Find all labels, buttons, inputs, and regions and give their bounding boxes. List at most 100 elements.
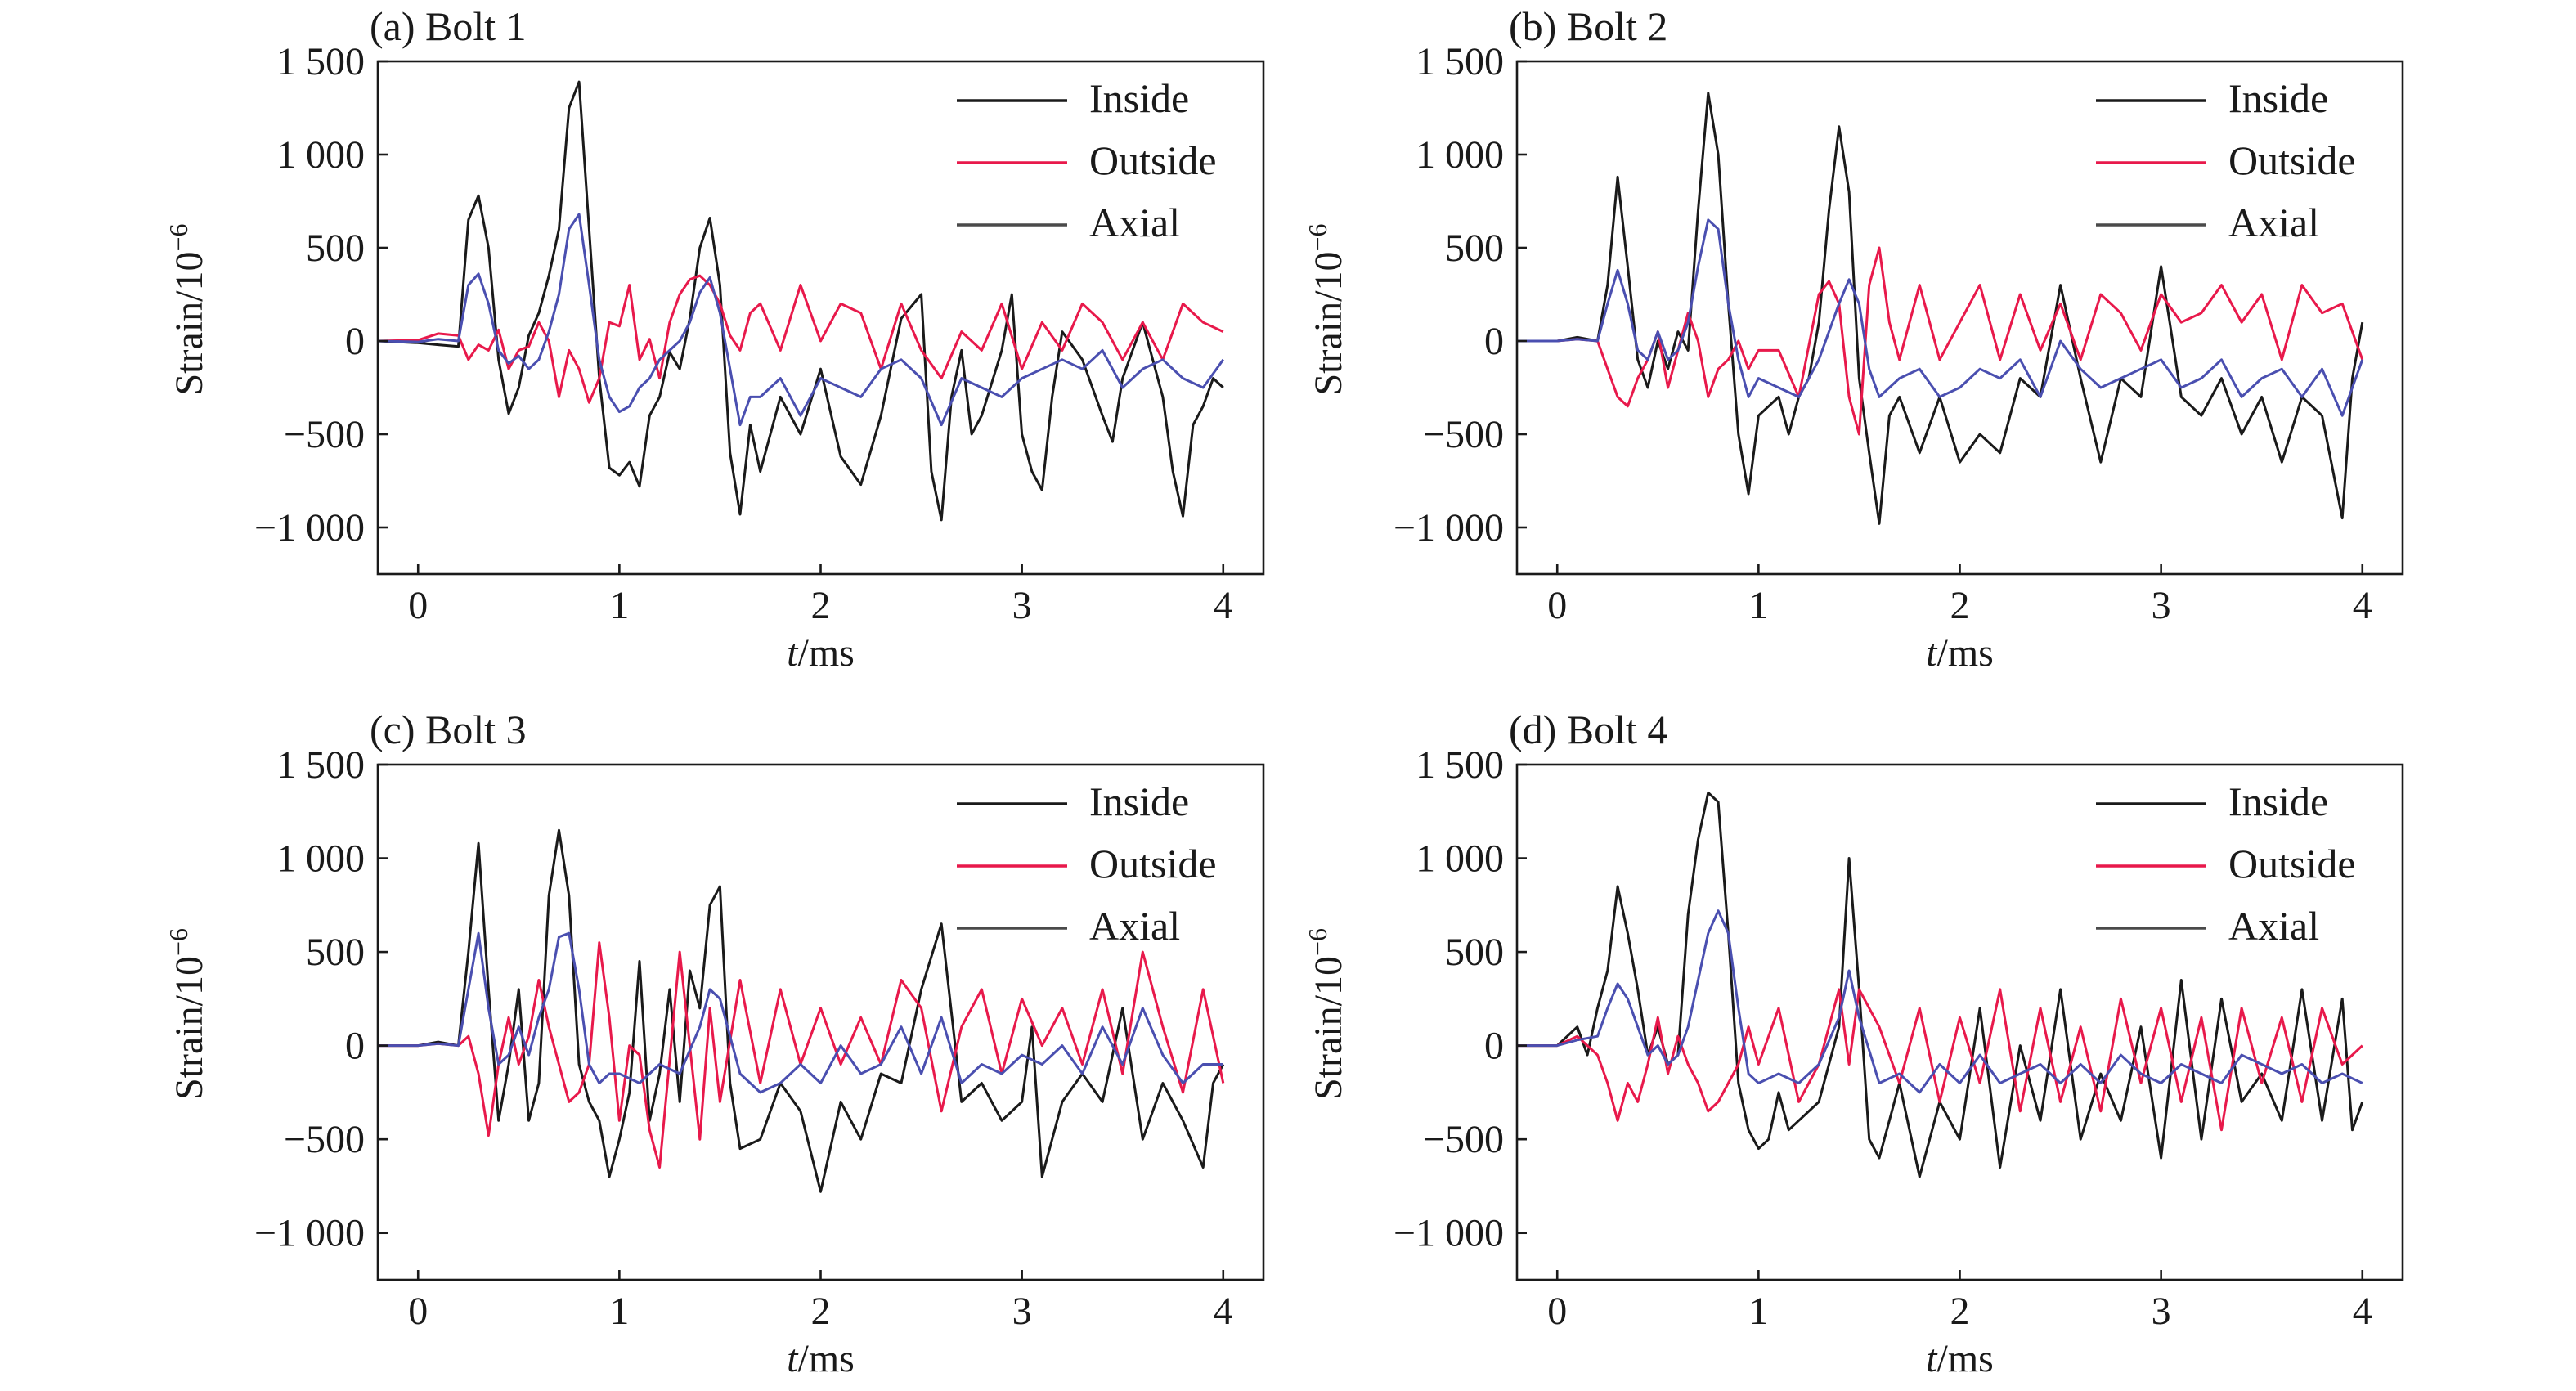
y-tick-label: 1 000 bbox=[276, 837, 365, 881]
y-tick-label: 0 bbox=[1484, 1025, 1504, 1068]
panel-title: (d) Bolt 4 bbox=[1509, 707, 1667, 752]
y-tick-label: 500 bbox=[1445, 931, 1504, 974]
series-line-inside bbox=[377, 80, 1224, 522]
x-tick-label: 1 bbox=[609, 584, 629, 627]
y-tick-label: −500 bbox=[1423, 413, 1504, 456]
panel-title: (a) Bolt 1 bbox=[370, 3, 527, 49]
y-tick-label: 500 bbox=[306, 931, 365, 974]
x-tick-label: 2 bbox=[811, 1290, 831, 1333]
x-tick-label: 2 bbox=[811, 584, 831, 627]
panel-title: (b) Bolt 2 bbox=[1509, 3, 1667, 49]
legend-label: Inside bbox=[2228, 75, 2328, 121]
x-axis-label: t/ms bbox=[787, 1337, 855, 1380]
x-axis-label-italic: t bbox=[787, 1337, 799, 1380]
y-tick-label: 0 bbox=[1484, 320, 1504, 363]
y-axis-label-exponent: −6 bbox=[1303, 928, 1332, 956]
y-tick-label: 1 000 bbox=[1416, 837, 1504, 881]
x-axis-label-unit: /ms bbox=[797, 1337, 854, 1380]
legend-label: Axial bbox=[1089, 200, 1180, 245]
y-tick-label: −1 000 bbox=[254, 1212, 365, 1255]
y-tick-label: 1 500 bbox=[276, 743, 365, 787]
x-tick-label: 0 bbox=[1547, 1290, 1567, 1333]
y-tick-label: −500 bbox=[284, 413, 365, 456]
legend-label: Inside bbox=[1089, 75, 1189, 121]
x-axis-label: t/ms bbox=[787, 631, 855, 675]
x-tick-label: 0 bbox=[1547, 584, 1567, 627]
x-tick-label: 4 bbox=[2353, 584, 2372, 627]
series-line-inside bbox=[378, 828, 1225, 1193]
x-tick-label: 1 bbox=[1748, 1290, 1768, 1333]
x-axis-label-italic: t bbox=[787, 631, 799, 675]
x-axis-label: t/ms bbox=[1926, 631, 1994, 675]
x-axis-label-unit: /ms bbox=[1936, 631, 1993, 675]
y-axis-label: Strain/10−6 bbox=[1303, 928, 1350, 1100]
y-tick-label: 1 000 bbox=[1416, 133, 1504, 177]
y-axis-label: Strain/10−6 bbox=[1303, 223, 1350, 395]
y-tick-label: 500 bbox=[1445, 227, 1504, 270]
y-tick-label: −1 000 bbox=[254, 506, 365, 550]
series-line-outside bbox=[377, 274, 1224, 404]
y-tick-label: −500 bbox=[284, 1118, 365, 1161]
legend-label: Outside bbox=[1089, 137, 1217, 183]
x-tick-label: 2 bbox=[1950, 584, 1970, 627]
series-line-outside bbox=[1517, 988, 2363, 1132]
series-line-outside bbox=[1517, 246, 2364, 436]
y-tick-label: −1 000 bbox=[1393, 1212, 1504, 1255]
x-tick-label: 4 bbox=[1214, 1290, 1233, 1333]
chart-panel: (d) Bolt 4 0 1 2 3 4 1 500 1 000 500 0 −500 −1 000 t… bbox=[1303, 707, 2404, 1380]
y-axis-label: Strain/10−6 bbox=[164, 928, 211, 1100]
series-line-axial bbox=[1517, 218, 2364, 417]
x-tick-label: 2 bbox=[1950, 1290, 1970, 1333]
y-axis-label-text: Strain/10 bbox=[168, 956, 211, 1100]
legend-label: Axial bbox=[2228, 903, 2319, 949]
x-tick-label: 3 bbox=[1012, 1290, 1032, 1333]
x-axis-label-unit: /ms bbox=[1936, 1337, 1993, 1380]
legend-label: Outside bbox=[2228, 841, 2356, 886]
y-tick-label: 0 bbox=[345, 1025, 365, 1068]
y-axis-label-exponent: −6 bbox=[1303, 223, 1332, 251]
y-tick-label: 500 bbox=[306, 227, 365, 270]
x-tick-label: 1 bbox=[609, 1290, 629, 1333]
y-tick-label: 1 500 bbox=[1416, 40, 1504, 83]
series-line-inside bbox=[1517, 791, 2364, 1178]
y-axis-label-exponent: −6 bbox=[164, 928, 193, 956]
chart-panel: (a) Bolt 1 0 1 2 3 4 1 500 1 000 500 0 −500 −1 000 t… bbox=[164, 3, 1265, 675]
x-axis-label-italic: t bbox=[1926, 631, 1938, 675]
x-tick-label: 4 bbox=[1214, 584, 1233, 627]
y-tick-label: 1 500 bbox=[1416, 743, 1504, 787]
series-line-outside bbox=[378, 941, 1225, 1169]
x-tick-label: 4 bbox=[2353, 1290, 2372, 1333]
legend-label: Inside bbox=[1089, 779, 1189, 824]
legend-label: Axial bbox=[2228, 200, 2319, 245]
legend-label: Outside bbox=[2228, 137, 2356, 183]
x-tick-label: 0 bbox=[408, 1290, 428, 1333]
y-tick-label: 1 500 bbox=[276, 40, 365, 83]
x-tick-label: 1 bbox=[1748, 584, 1768, 627]
y-axis-label: Strain/10−6 bbox=[164, 223, 211, 395]
x-tick-label: 0 bbox=[408, 584, 428, 627]
series-line-axial bbox=[377, 213, 1225, 427]
x-tick-label: 3 bbox=[1012, 584, 1032, 627]
y-tick-label: 1 000 bbox=[276, 133, 365, 177]
x-tick-label: 3 bbox=[2152, 584, 2171, 627]
panel-title: (c) Bolt 3 bbox=[370, 707, 527, 752]
chart-panel: (b) Bolt 2 0 1 2 3 4 1 500 1 000 500 0 −500 −1 000 t… bbox=[1303, 3, 2404, 675]
y-tick-label: 0 bbox=[345, 320, 365, 363]
x-tick-label: 3 bbox=[2152, 1290, 2171, 1333]
y-tick-label: −1 000 bbox=[1393, 506, 1504, 550]
series-line-axial bbox=[1517, 909, 2363, 1094]
x-axis-label-italic: t bbox=[1926, 1337, 1938, 1380]
x-axis-label-unit: /ms bbox=[797, 631, 854, 675]
y-axis-label-text: Strain/10 bbox=[1307, 956, 1350, 1100]
chart-panel: (c) Bolt 3 0 1 2 3 4 1 500 1 000 500 0 −500 −1 000 t… bbox=[164, 707, 1265, 1380]
series-line-axial bbox=[378, 931, 1223, 1094]
y-axis-label-exponent: −6 bbox=[164, 223, 193, 251]
legend-label: Inside bbox=[2228, 779, 2328, 824]
y-axis-label-text: Strain/10 bbox=[1307, 252, 1350, 396]
y-axis-label-text: Strain/10 bbox=[168, 252, 211, 396]
y-tick-label: −500 bbox=[1423, 1118, 1504, 1161]
legend-label: Outside bbox=[1089, 841, 1217, 886]
x-axis-label: t/ms bbox=[1926, 1337, 1994, 1380]
legend-label: Axial bbox=[1089, 903, 1180, 949]
